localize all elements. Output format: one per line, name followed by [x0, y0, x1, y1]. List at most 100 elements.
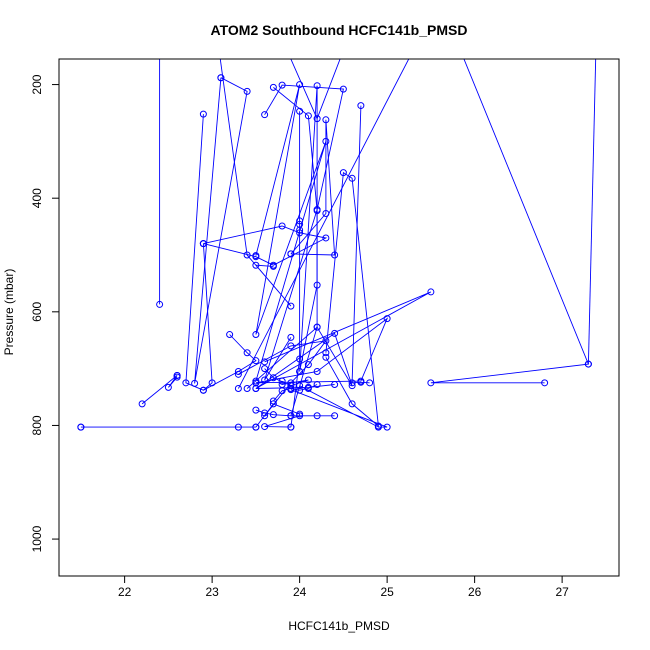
y-tick-label: 200 — [30, 74, 44, 94]
data-point — [331, 381, 339, 389]
data-point — [331, 412, 339, 420]
data-series — [243, 323, 356, 393]
y-axis-label: Pressure (mbar) — [2, 269, 16, 356]
data-series — [322, 169, 382, 430]
series-line — [238, 59, 590, 389]
data-series — [252, 315, 391, 387]
data-series — [269, 381, 321, 405]
data-series — [269, 83, 321, 420]
data-point — [173, 371, 181, 379]
data-point — [304, 361, 312, 369]
data-point — [541, 379, 549, 387]
data-point — [427, 288, 435, 296]
series-line — [290, 385, 388, 428]
data-point — [383, 423, 391, 431]
data-point — [339, 85, 347, 93]
data-series — [199, 222, 330, 269]
data-point — [252, 406, 260, 414]
data-point — [331, 329, 339, 337]
data-point — [296, 107, 304, 115]
series-line — [290, 119, 336, 256]
series-line — [255, 317, 389, 384]
data-point — [226, 331, 234, 339]
data-series — [252, 406, 339, 420]
x-axis-label: HCFC141b_PMSD — [288, 619, 390, 633]
data-point — [287, 423, 295, 431]
data-point — [304, 385, 312, 393]
data-point — [252, 423, 260, 431]
data-point — [287, 342, 295, 350]
data-point — [278, 381, 286, 389]
data-point — [348, 382, 356, 390]
data-series — [290, 59, 341, 123]
data-point — [234, 423, 242, 431]
series-line — [219, 59, 292, 307]
series-line — [203, 225, 328, 266]
series-line — [141, 375, 178, 405]
data-point — [261, 111, 269, 119]
data-point — [243, 385, 251, 393]
x-tick-label: 27 — [555, 585, 569, 599]
series-line — [185, 114, 213, 391]
data-point — [287, 250, 295, 258]
data-point — [313, 82, 321, 90]
data-point — [261, 423, 269, 431]
series-line — [194, 77, 248, 384]
data-point — [313, 412, 321, 420]
plot-frame — [58, 58, 620, 577]
data-point — [269, 83, 277, 91]
data-point — [322, 234, 330, 242]
data-point — [313, 323, 321, 331]
data-point — [584, 360, 592, 368]
chart-title: ATOM2 Southbound HCFC141b_PMSD — [211, 22, 468, 38]
data-point — [287, 302, 295, 310]
series-line — [325, 171, 379, 428]
y-tick-label: 400 — [30, 188, 44, 208]
data-point — [322, 116, 330, 124]
data-point — [278, 81, 286, 89]
data-point — [252, 252, 260, 260]
data-point — [348, 174, 356, 182]
data-point — [322, 337, 330, 345]
data-series — [287, 116, 339, 259]
data-point — [234, 385, 242, 393]
data-point — [278, 222, 286, 230]
data-point — [269, 411, 277, 419]
y-axis: 200 400 600 800 1000 — [30, 74, 59, 552]
series-line — [290, 59, 341, 120]
data-point — [313, 115, 321, 123]
data-series — [199, 331, 260, 394]
data-point — [278, 377, 286, 385]
series-line — [246, 326, 353, 389]
data-point — [269, 262, 277, 270]
y-tick-label: 600 — [30, 301, 44, 321]
data-point — [252, 261, 260, 269]
data-point — [296, 410, 304, 418]
data-point — [287, 333, 295, 341]
data-point — [217, 74, 225, 82]
data-point — [164, 383, 172, 391]
data-point — [296, 81, 304, 89]
data-series — [261, 81, 347, 384]
data-point — [243, 87, 251, 95]
x-tick-label: 26 — [468, 585, 482, 599]
data-point — [313, 381, 321, 389]
data-point — [138, 400, 146, 408]
data-point — [77, 423, 85, 431]
data-series — [138, 371, 181, 408]
data-point — [348, 400, 356, 408]
y-tick-label: 1000 — [30, 525, 44, 552]
data-point — [287, 382, 295, 390]
x-tick-label: 23 — [205, 585, 219, 599]
data-point — [374, 423, 382, 431]
data-point — [296, 217, 304, 225]
data-point — [243, 251, 251, 259]
data-point — [269, 397, 277, 405]
data-point — [234, 370, 242, 378]
data-series — [287, 107, 304, 431]
data-point — [296, 386, 304, 394]
data-point — [156, 300, 164, 308]
data-series — [584, 59, 597, 368]
data-point — [261, 365, 269, 373]
